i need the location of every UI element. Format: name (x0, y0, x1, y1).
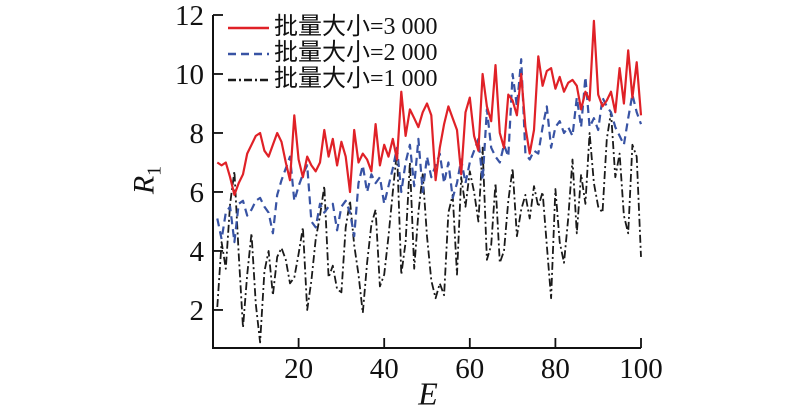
y-tick-label: 2 (190, 295, 205, 327)
series-line-3000 (216, 19, 643, 196)
y-tick-label: 10 (175, 59, 204, 91)
x-tick-label: 100 (619, 353, 663, 385)
series-line-2000 (216, 58, 643, 244)
legend-item-batch-1000: 批量大小=1 000 (228, 67, 438, 92)
legend-item-batch-3000: 批量大小=3 000 (228, 15, 438, 40)
y-tick-label: 8 (190, 118, 205, 150)
series-line-1000 (216, 111, 642, 344)
legend: 批量大小=3 000 批量大小=2 000 批量大小=1 000 (228, 15, 438, 92)
y-tick-label: 6 (190, 177, 205, 209)
y-axis-label-subscript: 1 (143, 165, 166, 176)
legend-line-dashdot-icon (228, 78, 269, 81)
legend-label: 批量大小=3 000 (274, 14, 438, 40)
axes-spines (212, 15, 641, 349)
x-axis-label: E (418, 375, 438, 412)
legend-label: 批量大小=1 000 (274, 66, 438, 92)
legend-line-dashed-icon (228, 52, 269, 55)
y-axis-label-symbol: R (127, 175, 161, 195)
y-tick-label: 4 (190, 236, 205, 268)
x-tick-label: 40 (370, 353, 399, 385)
x-tick-label: 80 (541, 353, 570, 385)
legend-line-solid-icon (228, 26, 269, 29)
y-axis-label: R1 (128, 166, 167, 194)
legend-label: 批量大小=2 000 (274, 40, 438, 66)
y-tick-label: 12 (175, 0, 204, 32)
x-tick-label: 60 (455, 353, 484, 385)
legend-item-batch-2000: 批量大小=2 000 (228, 41, 438, 66)
x-tick-label: 20 (284, 353, 313, 385)
